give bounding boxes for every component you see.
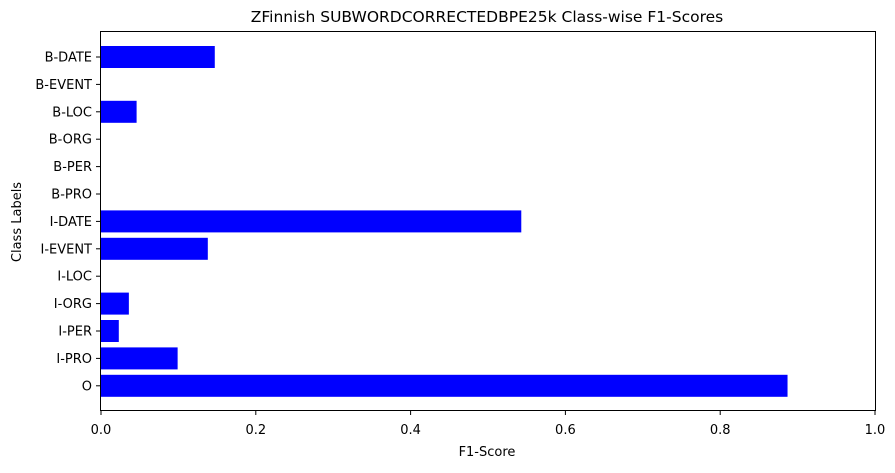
y-tick-label-b-org: B-ORG (49, 133, 92, 148)
bar-i-event (101, 237, 208, 260)
bar-i-date (101, 210, 522, 233)
bar-o (101, 374, 788, 397)
y-axis: B-DATE B-EVENT B-LOC B-ORG B-PER B-PRO I-DATE I… (35, 51, 101, 394)
x-tick-label-0: 0.0 (91, 423, 112, 438)
chart-title: ZFinnish SUBWORDCORRECTEDBPE25k Class-wi… (251, 8, 724, 26)
y-tick-label-i-org: I-ORG (54, 297, 92, 312)
y-tick-label-b-date: B-DATE (45, 51, 92, 66)
bars-layer (101, 46, 788, 397)
x-tick-label-1: 0.2 (245, 423, 266, 438)
bar-i-org (101, 292, 129, 315)
y-tick-label-b-per: B-PER (53, 160, 92, 175)
y-tick-label-o: O (82, 379, 92, 394)
bar-b-date (101, 46, 215, 68)
y-tick-label-i-date: I-DATE (50, 215, 92, 230)
y-tick-label-i-per: I-PER (58, 325, 92, 340)
y-tick-label-i-event: I-EVENT (40, 242, 92, 257)
y-tick-label-b-loc: B-LOC (52, 105, 92, 120)
x-tick-label-2: 0.4 (400, 423, 421, 438)
x-axis-label: F1-Score (459, 445, 516, 460)
x-tick-label-4: 0.8 (710, 423, 731, 438)
y-axis-label: Class Labels (10, 182, 25, 262)
y-tick-label-i-pro: I-PRO (56, 352, 92, 367)
bar-i-pro (101, 347, 178, 370)
y-tick-label-b-event: B-EVENT (35, 78, 92, 93)
y-tick-label-b-pro: B-PRO (51, 188, 92, 203)
bar-b-loc (101, 100, 137, 123)
y-tick-label-i-loc: I-LOC (57, 270, 92, 285)
x-tick-label-5: 1.0 (865, 423, 886, 438)
bar-i-per (101, 320, 119, 342)
x-axis: 0.0 0.2 0.4 0.6 0.8 1.0 (91, 410, 886, 438)
x-tick-label-3: 0.6 (555, 423, 576, 438)
